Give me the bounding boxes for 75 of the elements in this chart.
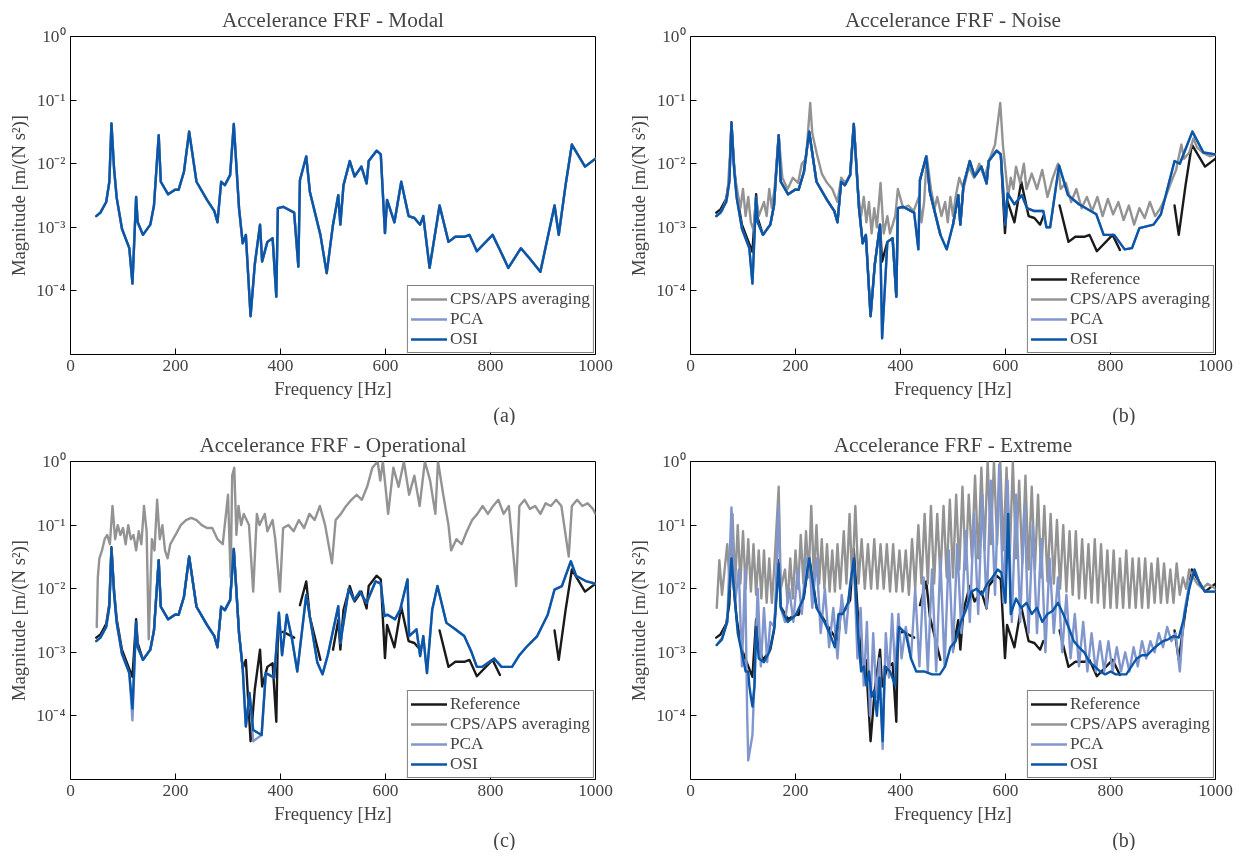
y-tick-label: 10⁰ xyxy=(662,27,686,46)
y-tick-label: 10⁻² xyxy=(656,154,686,174)
x-tick-label: 400 xyxy=(887,780,914,800)
x-tick-label: 800 xyxy=(1097,355,1124,375)
y-tick-label: 10⁻³ xyxy=(36,217,66,237)
text: (b) xyxy=(1112,403,1136,427)
y-tick-label: 10⁻² xyxy=(36,579,66,599)
legend-label: OSI xyxy=(449,754,478,774)
y-tick-label: 10⁻³ xyxy=(656,217,686,237)
x-tick-label: 600 xyxy=(372,780,399,800)
x-axis-title: Frequency [Hz] xyxy=(894,377,1012,399)
legend-label: OSI xyxy=(449,329,478,349)
x-axis-title: Frequency [Hz] xyxy=(274,377,392,399)
x-tick-label: 0 xyxy=(686,355,695,375)
y-tick-label: 10⁻⁴ xyxy=(656,706,686,726)
y-tick-label: 10⁻⁴ xyxy=(656,281,686,301)
x-axis-title: Frequency [Hz] xyxy=(894,802,1012,824)
x-tick-label: 1000 xyxy=(1198,780,1233,800)
x-tick-label: 800 xyxy=(477,355,504,375)
x-tick-label: 200 xyxy=(162,780,189,800)
x-tick-label: 400 xyxy=(267,780,294,800)
x-tick-label: 1000 xyxy=(578,355,613,375)
y-tick-label: 10⁰ xyxy=(42,452,66,471)
legend-label: PCA xyxy=(449,734,484,754)
x-tick-label: 800 xyxy=(1097,780,1124,800)
y-axis-title: Magnitude [m/(N s²)] xyxy=(8,114,31,277)
legend-label: CPS/APS averaging xyxy=(1069,289,1210,309)
x-tick-label: 1000 xyxy=(578,780,613,800)
legend-label: Reference xyxy=(1069,269,1141,289)
x-tick-label: 0 xyxy=(686,780,695,800)
legend-label: CPS/APS averaging xyxy=(449,289,590,309)
x-tick-label: 200 xyxy=(162,355,189,375)
x-tick-label: 600 xyxy=(992,780,1019,800)
y-axis-title: Magnitude [m/(N s²)] xyxy=(628,114,651,277)
x-axis-title: Frequency [Hz] xyxy=(274,802,392,824)
x-tick-label: 600 xyxy=(992,355,1019,375)
x-tick-label: 600 xyxy=(372,355,399,375)
chart-title: Accelerance FRF - Extreme xyxy=(833,432,1073,457)
x-tick-label: 200 xyxy=(782,355,809,375)
chart-title: Accelerance FRF - Modal xyxy=(221,7,445,32)
legend-label: CPS/APS averaging xyxy=(1069,714,1210,734)
legend-label: OSI xyxy=(1069,754,1098,774)
x-tick-label: 1000 xyxy=(1198,355,1233,375)
text: (b) xyxy=(1112,828,1136,852)
x-tick-label: 400 xyxy=(887,355,914,375)
y-tick-label: 10⁻¹ xyxy=(656,90,686,110)
text: (a) xyxy=(493,403,516,427)
legend-label: OSI xyxy=(1069,329,1098,349)
y-tick-label: 10⁻¹ xyxy=(36,515,66,535)
legend-label: CPS/APS averaging xyxy=(449,714,590,734)
y-tick-label: 10⁻¹ xyxy=(656,515,686,535)
legend-label: PCA xyxy=(1069,734,1104,754)
x-tick-label: 400 xyxy=(267,355,294,375)
y-tick-label: 10⁻⁴ xyxy=(36,281,66,301)
y-tick-label: 10⁻³ xyxy=(656,642,686,662)
x-tick-label: 0 xyxy=(66,780,75,800)
legend-label: PCA xyxy=(1069,309,1104,329)
y-tick-label: 10⁻⁴ xyxy=(36,706,66,726)
x-tick-label: 0 xyxy=(66,355,75,375)
x-tick-label: 800 xyxy=(477,780,504,800)
y-axis-title: Magnitude [m/(N s²)] xyxy=(628,539,651,702)
y-tick-label: 10⁻² xyxy=(36,154,66,174)
chart-title: Accelerance FRF - Operational xyxy=(199,432,467,457)
y-tick-label: 10⁻¹ xyxy=(36,90,66,110)
y-tick-label: 10⁰ xyxy=(662,452,686,471)
legend-label: PCA xyxy=(449,309,484,329)
x-tick-label: 200 xyxy=(782,780,809,800)
legend-label: Reference xyxy=(449,694,521,714)
legend-label: Reference xyxy=(1069,694,1141,714)
chart-title: Accelerance FRF - Noise xyxy=(844,7,1062,32)
y-tick-label: 10⁻² xyxy=(656,579,686,599)
y-axis-title: Magnitude [m/(N s²)] xyxy=(8,539,31,702)
y-tick-label: 10⁰ xyxy=(42,27,66,46)
text: (c) xyxy=(493,828,516,852)
y-tick-label: 10⁻³ xyxy=(36,642,66,662)
